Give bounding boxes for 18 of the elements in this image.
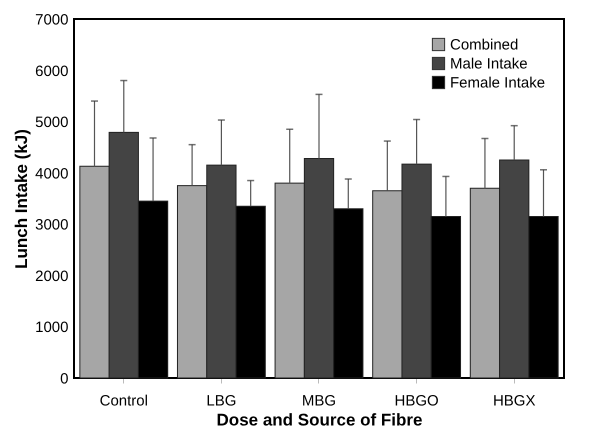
y-tick-label: 2000	[35, 268, 68, 285]
x-tick-label: LBG	[206, 392, 236, 410]
x-tick-label: HBGO	[394, 392, 439, 410]
legend-label: Combined	[450, 36, 518, 54]
x-tick-label: MBG	[302, 392, 336, 410]
y-tick-label: 0	[60, 370, 68, 388]
y-tick-label: 3000	[35, 216, 68, 234]
legend-label: Male Intake	[450, 56, 528, 72]
y-tick-label: 4000	[35, 165, 68, 182]
y-axis-title: Lunch Intake (kJ)	[12, 129, 32, 269]
y-tick-label: 6000	[35, 62, 68, 80]
x-tick-label: Control	[100, 392, 148, 410]
y-tick-label: 1000	[35, 319, 68, 336]
x-tick-label: HBGX	[492, 392, 536, 410]
y-tick-label: 7000	[35, 12, 68, 28]
legend-label: Female Intake	[450, 74, 546, 92]
y-tick-label: 5000	[35, 114, 68, 132]
x-axis-title: Dose and Source of Fibre	[216, 410, 422, 430]
